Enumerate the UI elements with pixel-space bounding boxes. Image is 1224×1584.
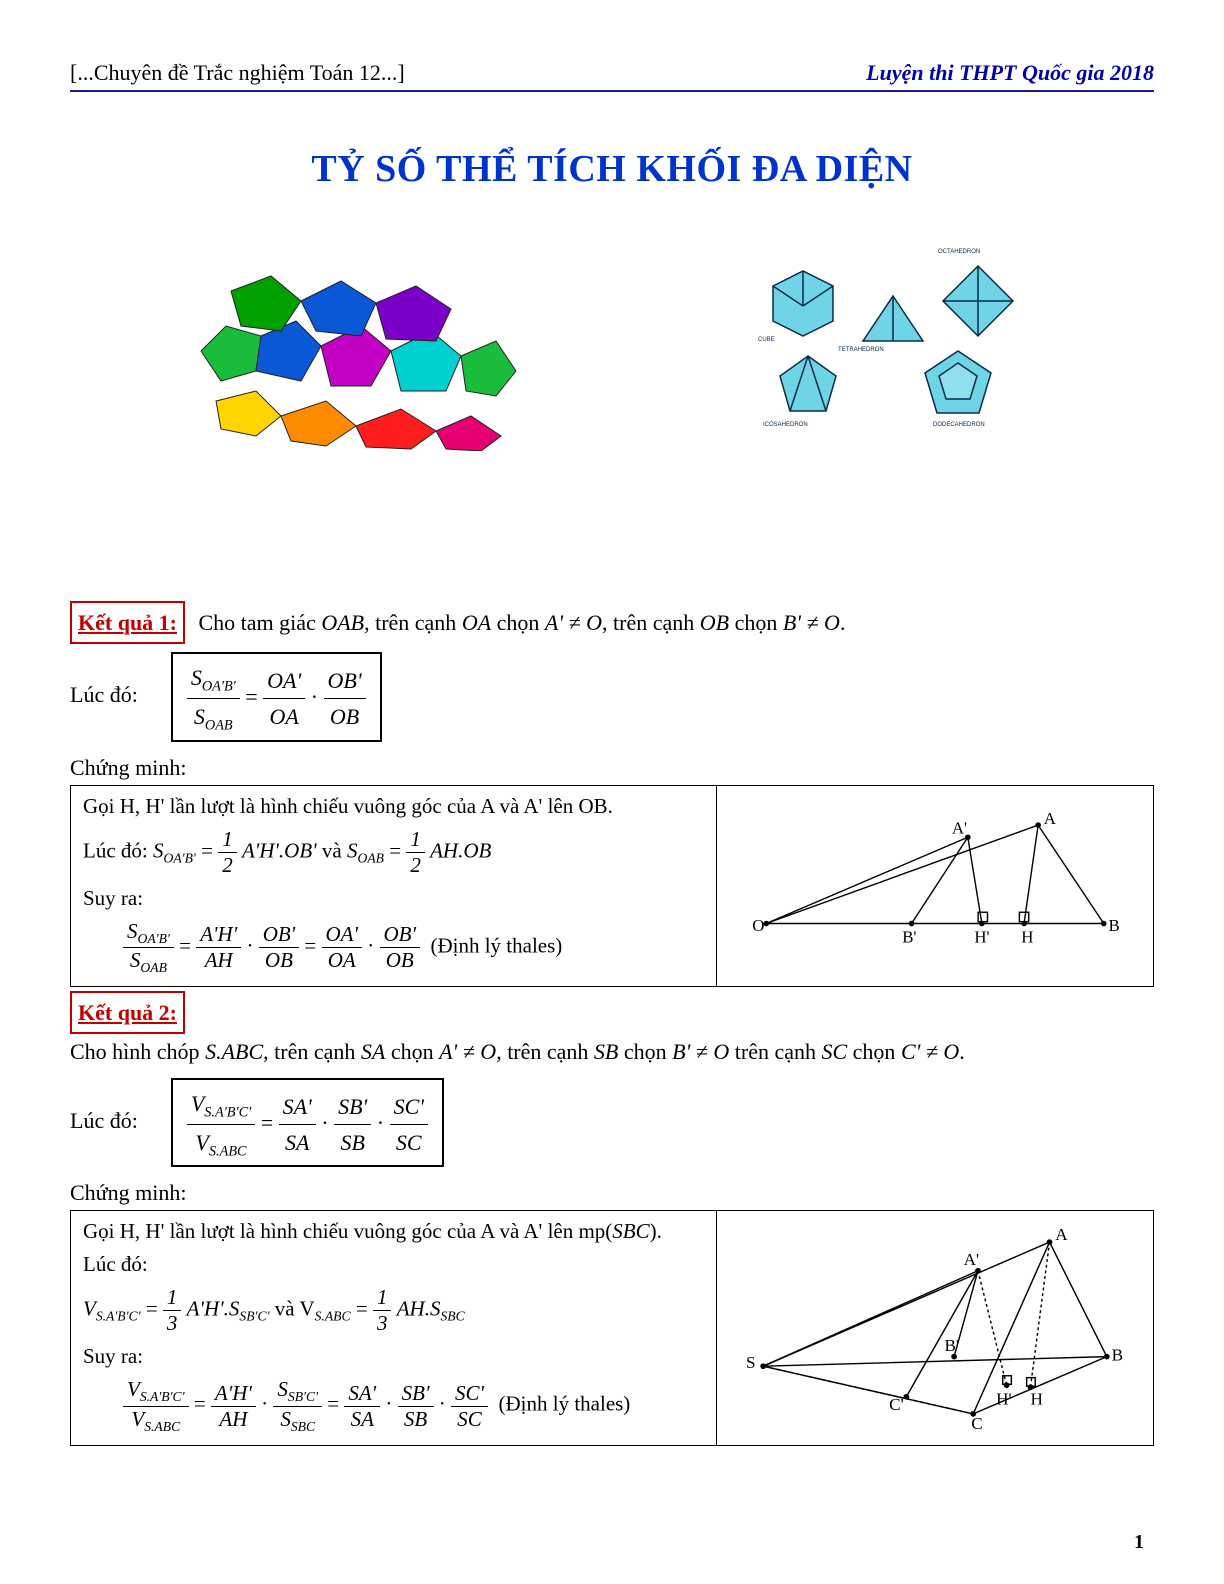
platonic-solids-figure: CUBE OCTAHEDRON TETRAHEDRON DODECAHEDRON…: [723, 241, 1063, 441]
svg-text:A: A: [1055, 1225, 1068, 1244]
kq1-formula-box: SOA'B' SOAB = OA'OA · OB'OB: [171, 652, 382, 742]
svg-text:OCTAHEDRON: OCTAHEDRON: [938, 249, 980, 255]
kq2-label-row: Kết quả 2:: [70, 991, 1154, 1034]
svg-text:A: A: [1044, 811, 1057, 828]
svg-text:H': H': [996, 1389, 1012, 1408]
kq1-proof-text: Gọi H, H' lần lượt là hình chiếu vuông g…: [71, 786, 717, 986]
svg-text:C: C: [971, 1414, 982, 1433]
kq2-statement: Cho hình chóp S.ABC, trên cạnh SA chọn A…: [70, 1034, 1154, 1069]
kq1-chungminh: Chứng minh:: [70, 750, 1154, 785]
kq2-formula-row: Lúc đó: VS.A'B'C' VS.ABC = SA'SA · SB'SB…: [70, 1078, 1154, 1168]
kq2-diagram: S B C A A' B' C' H' H: [717, 1211, 1153, 1444]
kq2-lucdo: Lúc đó:: [70, 1107, 138, 1132]
kq2-label: Kết quả 2:: [70, 991, 185, 1034]
svg-text:ICOSAHEDRON: ICOSAHEDRON: [763, 422, 808, 428]
svg-text:O: O: [752, 916, 764, 935]
kq2-chungminh: Chứng minh:: [70, 1175, 1154, 1210]
svg-text:B: B: [1112, 1346, 1123, 1365]
svg-text:A': A': [952, 819, 967, 838]
page-header: [...Chuyên đề Trắc nghiệm Toán 12...] Lu…: [70, 60, 1154, 92]
svg-text:TETRAHEDRON: TETRAHEDRON: [838, 347, 884, 353]
kq2-proof-box: Gọi H, H' lần lượt là hình chiếu vuông g…: [70, 1210, 1154, 1445]
svg-text:S: S: [746, 1353, 756, 1372]
kq1-proof-box: Gọi H, H' lần lượt là hình chiếu vuông g…: [70, 785, 1154, 987]
header-left: [...Chuyên đề Trắc nghiệm Toán 12...]: [70, 60, 405, 86]
kq1-lucdo: Lúc đó:: [70, 682, 138, 707]
kq2-proof-text: Gọi H, H' lần lượt là hình chiếu vuông g…: [71, 1211, 717, 1444]
header-right: Luyện thi THPT Quốc gia 2018: [866, 60, 1154, 86]
svg-text:B': B': [902, 927, 916, 946]
svg-text:CUBE: CUBE: [758, 337, 775, 343]
svg-text:B': B': [945, 1336, 960, 1355]
figures-row: CUBE OCTAHEDRON TETRAHEDRON DODECAHEDRON…: [70, 221, 1154, 461]
kq1-diagram: O B A A' B' H' H: [717, 786, 1153, 986]
kq2-formula-box: VS.A'B'C' VS.ABC = SA'SA · SB'SB · SC'SC: [171, 1078, 444, 1168]
svg-text:A': A': [964, 1250, 980, 1269]
svg-text:DODECAHEDRON: DODECAHEDRON: [933, 422, 985, 428]
page-number: 1: [1134, 1531, 1144, 1554]
svg-text:B: B: [1108, 916, 1119, 935]
svg-text:H: H: [1021, 927, 1033, 946]
kq1-label: Kết quả 1:: [70, 601, 185, 644]
main-title: TỶ SỐ THỂ TÍCH KHỐI ĐA DIỆN: [70, 147, 1154, 191]
polyhedra-cluster-figure: [161, 231, 541, 451]
kq1-formula-row: Lúc đó: SOA'B' SOAB = OA'OA · OB'OB: [70, 652, 1154, 742]
svg-text:H: H: [1030, 1389, 1042, 1408]
kq1-statement: Kết quả 1: Cho tam giác OAB, trên cạnh O…: [70, 601, 1154, 644]
svg-text:C': C': [889, 1395, 904, 1414]
svg-text:H': H': [974, 927, 989, 946]
